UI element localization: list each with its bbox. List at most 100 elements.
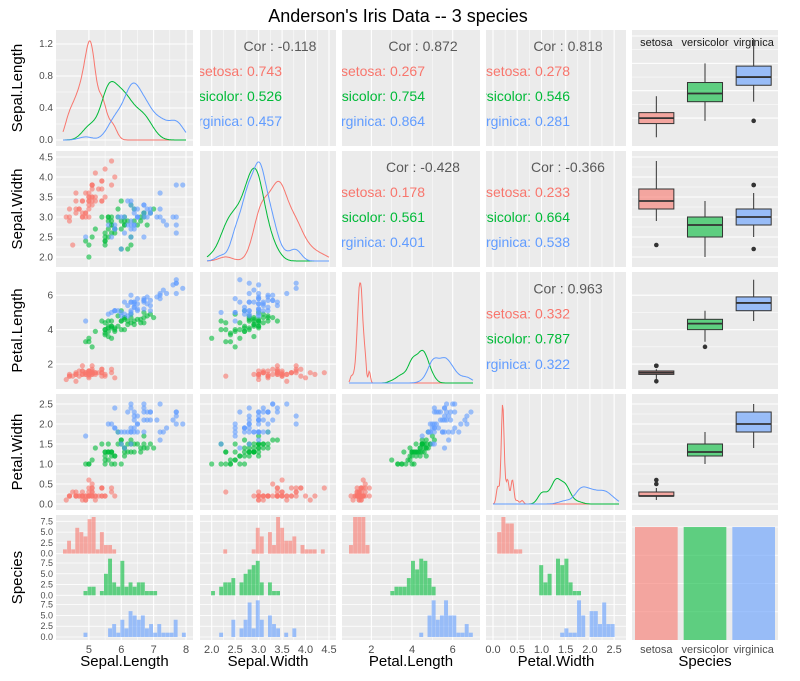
scatter-point-virginica — [83, 318, 89, 324]
x-tick-label: 6 — [450, 644, 456, 656]
scatter-point-setosa — [270, 366, 276, 372]
histogram-bar — [547, 573, 552, 596]
scatter-point-versicolor — [105, 226, 111, 232]
scatter-point-virginica — [441, 445, 448, 451]
scatter-point-virginica — [256, 308, 262, 314]
scatter-point-versicolor — [251, 441, 257, 447]
scatter-point-virginica — [147, 297, 153, 303]
scatter-point-virginica — [157, 429, 163, 435]
species-count-bar — [635, 527, 678, 640]
scatter-point-setosa — [279, 373, 285, 379]
scatter-point-virginica — [144, 294, 150, 300]
correlation-setosa: setosa: 0.743 — [198, 63, 282, 79]
scatter-point-virginica — [218, 309, 224, 316]
scatter-point-virginica — [443, 401, 450, 407]
scatter-point-setosa — [293, 363, 299, 369]
scatter-point-setosa — [358, 485, 364, 491]
boxplot-panel: setosa versicolor virginica — [632, 30, 778, 146]
scatter-point-setosa — [83, 210, 89, 216]
correlation-overall: Cor : -0.428 — [386, 159, 460, 175]
scatter-point-setosa — [251, 493, 257, 499]
scatter-point-setosa — [108, 182, 115, 188]
scatter-point-setosa — [274, 363, 280, 369]
histogram-bar — [140, 615, 145, 637]
scatter-point-setosa — [96, 493, 102, 499]
species-count-bar — [683, 527, 727, 640]
scatter-point-setosa — [284, 371, 290, 377]
scatter-point-virginica — [173, 230, 179, 236]
histogram-bar — [304, 549, 309, 554]
scatter-point-virginica — [141, 417, 147, 423]
scatter-point-versicolor — [218, 327, 224, 333]
correlation-virginica: virginica: 0.864 — [331, 113, 425, 129]
scatter-point-virginica — [173, 290, 179, 297]
scatter-point-virginica — [446, 429, 452, 435]
density-curve-virginica — [207, 161, 329, 262]
y-tick-label: 0.0 — [40, 549, 53, 559]
scatter-point-setosa — [89, 186, 95, 192]
scatter-point-versicolor — [223, 449, 229, 455]
scatter-point-virginica — [125, 198, 131, 204]
histogram-bar — [292, 536, 297, 554]
scatter-point-setosa — [83, 190, 89, 196]
histogram-bar — [415, 569, 420, 596]
scatter-point-virginica — [115, 214, 121, 220]
box — [735, 411, 772, 433]
histogram-panel — [342, 515, 480, 640]
scatter-point-versicolor — [86, 461, 92, 467]
x-tick-label: 4 — [409, 644, 415, 656]
histogram-bar — [157, 624, 162, 637]
histogram-bar — [161, 632, 166, 637]
correlation-panel: Cor : -0.118 setosa: 0.743 versicolor: 0.5… — [198, 30, 336, 146]
histogram-bar — [108, 628, 112, 637]
panel-background — [342, 151, 480, 267]
scatter-point-versicolor — [144, 222, 150, 228]
histogram-bar — [456, 632, 461, 637]
scatter-point-versicolor — [241, 449, 248, 455]
y-tick-label: 4 — [47, 325, 53, 336]
y-tick-label: 0.0 — [39, 135, 53, 146]
scatter-point-virginica — [448, 409, 454, 415]
y-tick-label: 7.5 — [40, 516, 53, 526]
histogram-bar — [610, 624, 615, 637]
histogram-bar — [149, 624, 153, 637]
scatter-point-versicolor — [108, 325, 115, 331]
scatter-point-versicolor — [151, 445, 157, 451]
histogram-bar — [464, 624, 469, 637]
scatter-point-virginica — [270, 417, 276, 423]
correlation-overall: Cor : 0.818 — [533, 38, 602, 54]
histogram-bar — [468, 632, 473, 637]
scatter-point-virginica — [105, 222, 111, 228]
y-tick-label: 0.0 — [40, 590, 53, 600]
x-axis-label: Petal.Width — [518, 653, 595, 670]
correlation-panel: Cor : 0.963 setosa: 0.332 versicolor: 0.78… — [486, 272, 626, 389]
scatter-point-virginica — [163, 290, 170, 297]
scatter-panel — [342, 394, 480, 510]
scatter-point-setosa — [86, 477, 92, 483]
correlation-versicolor: versicolor: 0.546 — [467, 88, 570, 104]
scatter-point-versicolor — [401, 449, 407, 455]
y-tick-label: 2.5 — [40, 621, 53, 631]
scatter-point-virginica — [256, 301, 262, 307]
scatter-point-virginica — [237, 409, 243, 415]
scatter-point-setosa — [274, 493, 280, 499]
scatter-point-virginica — [265, 409, 271, 415]
scatter-point-versicolor — [102, 242, 108, 248]
correlation-setosa: setosa: 0.332 — [486, 306, 570, 322]
scatter-point-setosa — [348, 493, 354, 499]
scatter-point-virginica — [256, 313, 262, 319]
scatter-point-versicolor — [415, 449, 421, 455]
scatter-point-virginica — [173, 409, 179, 415]
scatter-point-virginica — [147, 210, 153, 216]
histogram-bar — [112, 582, 117, 596]
box-outlier — [654, 378, 659, 384]
scatter-point-setosa — [288, 370, 295, 376]
scatter-panel — [56, 151, 193, 267]
histogram-bar — [120, 560, 125, 596]
scatter-point-virginica — [232, 309, 238, 316]
x-tick-label: 2.0 — [204, 644, 219, 656]
histogram-bar — [116, 586, 121, 596]
histogram-bar — [259, 582, 264, 596]
scatter-point-versicolor — [151, 314, 157, 321]
scatter-point-virginica — [431, 429, 437, 435]
